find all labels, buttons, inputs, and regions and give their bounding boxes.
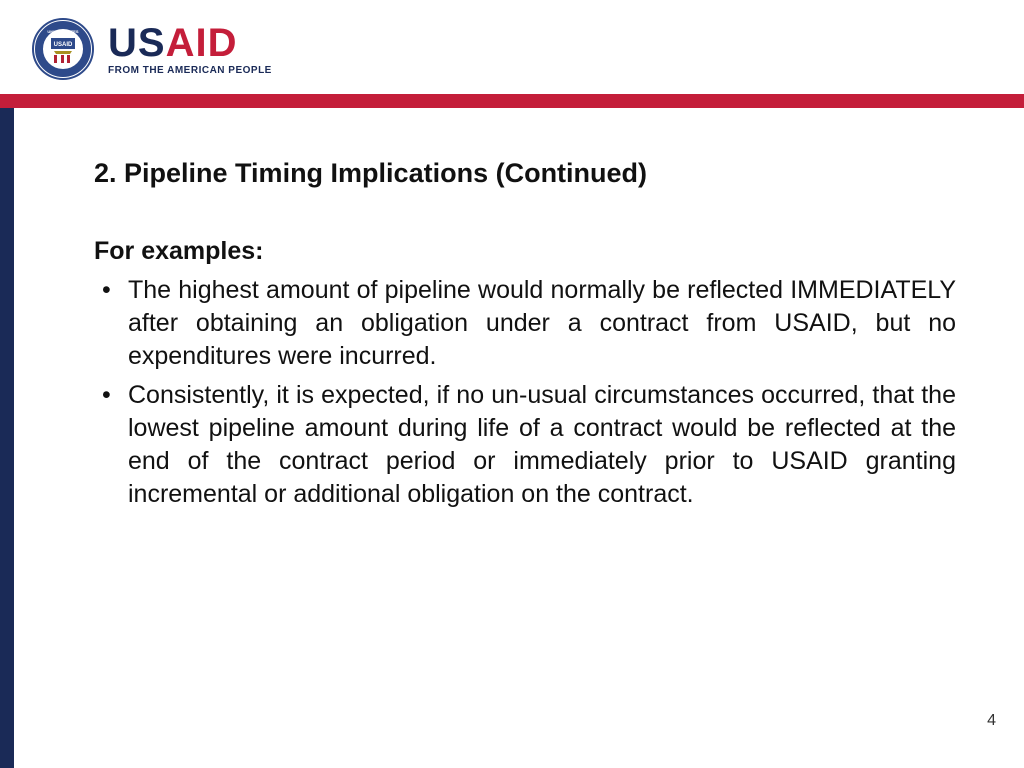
header: UNITED STATES USAID USAID FROM THE AMERI… xyxy=(0,0,1024,94)
slide-content: 2. Pipeline Timing Implications (Continu… xyxy=(14,108,1024,768)
slide-title: 2. Pipeline Timing Implications (Continu… xyxy=(94,158,956,189)
svg-text:USAID: USAID xyxy=(54,42,73,48)
svg-text:UNITED STATES: UNITED STATES xyxy=(47,29,79,34)
red-divider-bar xyxy=(0,94,1024,108)
logo-tagline: FROM THE AMERICAN PEOPLE xyxy=(108,65,272,76)
logo-wordmark: USAID xyxy=(108,23,272,63)
usaid-logo-text: USAID FROM THE AMERICAN PEOPLE xyxy=(108,23,272,76)
bullet-item: Consistently, it is expected, if no un-u… xyxy=(94,379,956,511)
logo-us: US xyxy=(108,21,166,65)
slide-subheading: For examples: xyxy=(94,237,956,266)
bullet-item: The highest amount of pipeline would nor… xyxy=(94,274,956,373)
bullet-list: The highest amount of pipeline would nor… xyxy=(94,274,956,511)
page-number: 4 xyxy=(987,712,996,730)
usaid-seal-icon: UNITED STATES USAID xyxy=(32,18,94,80)
blue-sidebar-bar xyxy=(0,108,14,768)
logo-aid: AID xyxy=(166,21,238,65)
